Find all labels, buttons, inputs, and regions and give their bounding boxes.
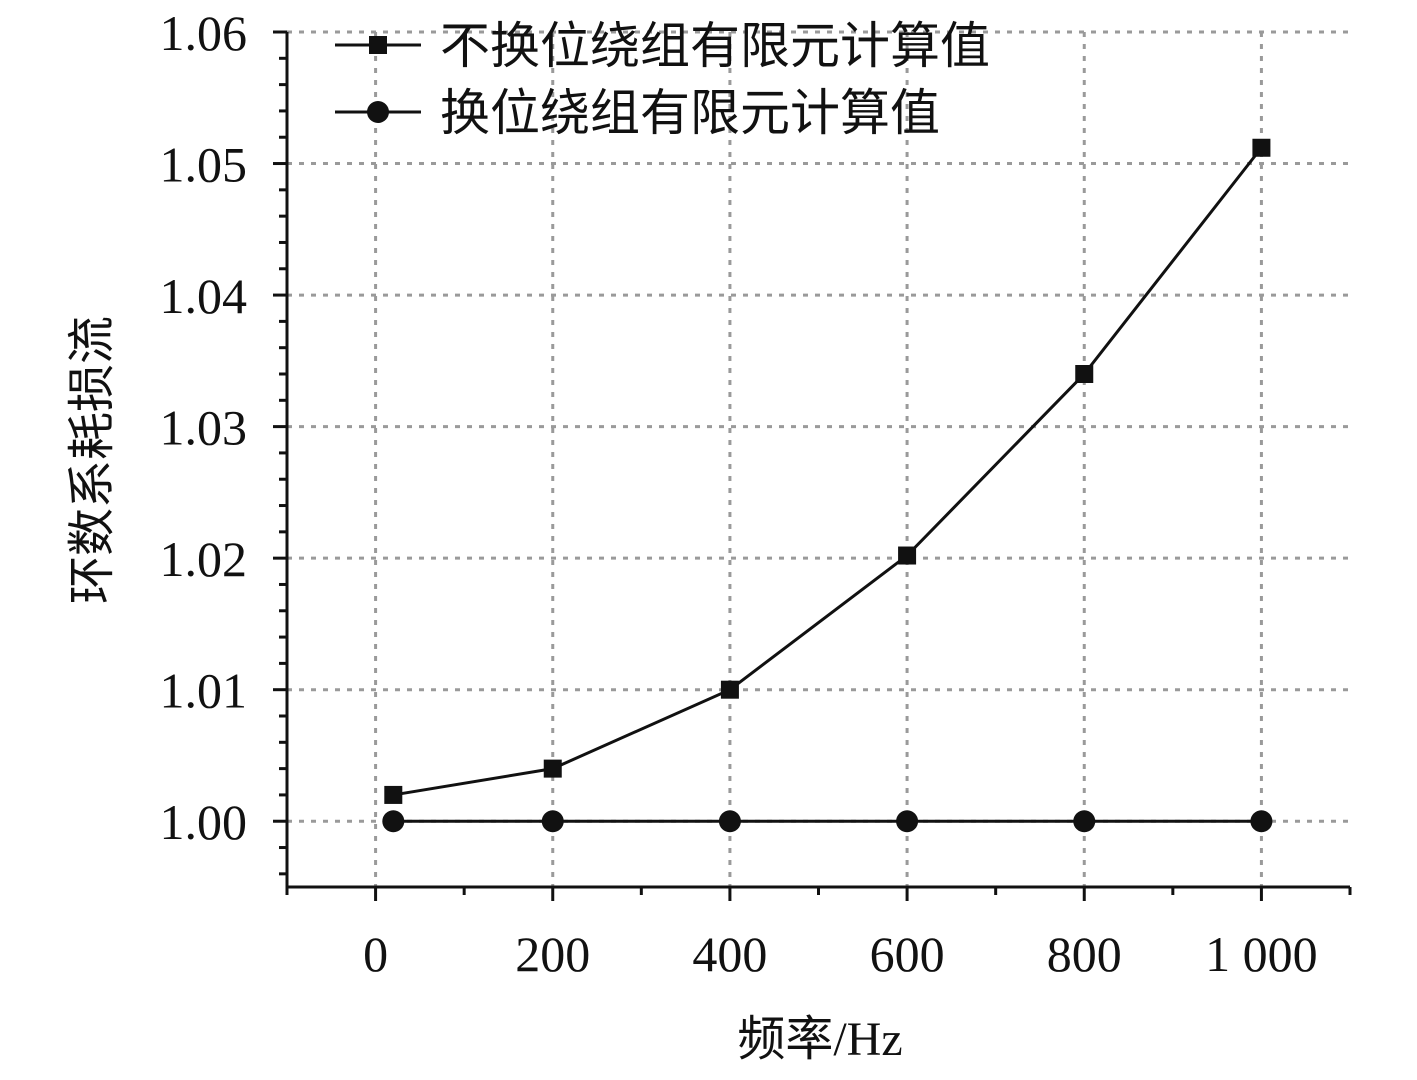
grid xyxy=(287,30,1350,887)
legend-square-marker xyxy=(369,36,387,54)
y-tick-label: 1.00 xyxy=(160,794,248,850)
data-point-square xyxy=(1075,365,1094,383)
data-point-circle xyxy=(896,810,919,833)
data-point-circle xyxy=(1073,810,1096,833)
data-point-square xyxy=(543,759,562,778)
y-tick-label: 1.06 xyxy=(160,5,248,61)
series-line xyxy=(393,146,1263,797)
y-tick-label: 1.02 xyxy=(160,531,248,587)
data-point-circle xyxy=(718,810,741,833)
axes: 1.00 1.01 1.02 1.03 1.04 1.05 1.06 0 200 400 600 80… xyxy=(160,5,1352,982)
x-tick-label: 1 000 xyxy=(1205,926,1318,982)
x-tick-label: 0 xyxy=(363,926,388,982)
x-tick-label: 200 xyxy=(515,926,590,982)
legend-item-2: 换位绕组有限元计算值 xyxy=(335,85,940,141)
x-tick-label: 800 xyxy=(1047,926,1122,982)
data-point-circle xyxy=(1250,810,1273,833)
legend-label: 不换位绕组有限元计算值 xyxy=(440,18,990,74)
data-point-circle xyxy=(382,810,405,833)
data-point-square xyxy=(898,546,917,565)
legend-item-1: 不换位绕组有限元计算值 xyxy=(335,18,990,74)
series-2 xyxy=(382,810,1273,833)
y-tick-label: 1.05 xyxy=(160,137,248,193)
data-point-square xyxy=(1252,138,1271,157)
data-point-square xyxy=(720,680,739,699)
y-tick-label: 1.03 xyxy=(160,400,248,456)
legend-circle-marker xyxy=(367,101,389,123)
y-tick-label: 1.01 xyxy=(160,663,248,719)
series-1 xyxy=(384,138,1271,804)
series-layer xyxy=(382,138,1273,833)
x-axis-title: 频率/Hz xyxy=(737,1013,902,1066)
x-tick-label: 400 xyxy=(692,926,767,982)
x-tick-label: 600 xyxy=(870,926,945,982)
data-point-square xyxy=(384,785,403,804)
data-point-circle xyxy=(541,810,564,833)
legend-label: 换位绕组有限元计算值 xyxy=(440,85,940,141)
y-tick-label: 1.04 xyxy=(160,268,248,324)
y-axis-title: 环数系耗损流 xyxy=(66,316,119,604)
